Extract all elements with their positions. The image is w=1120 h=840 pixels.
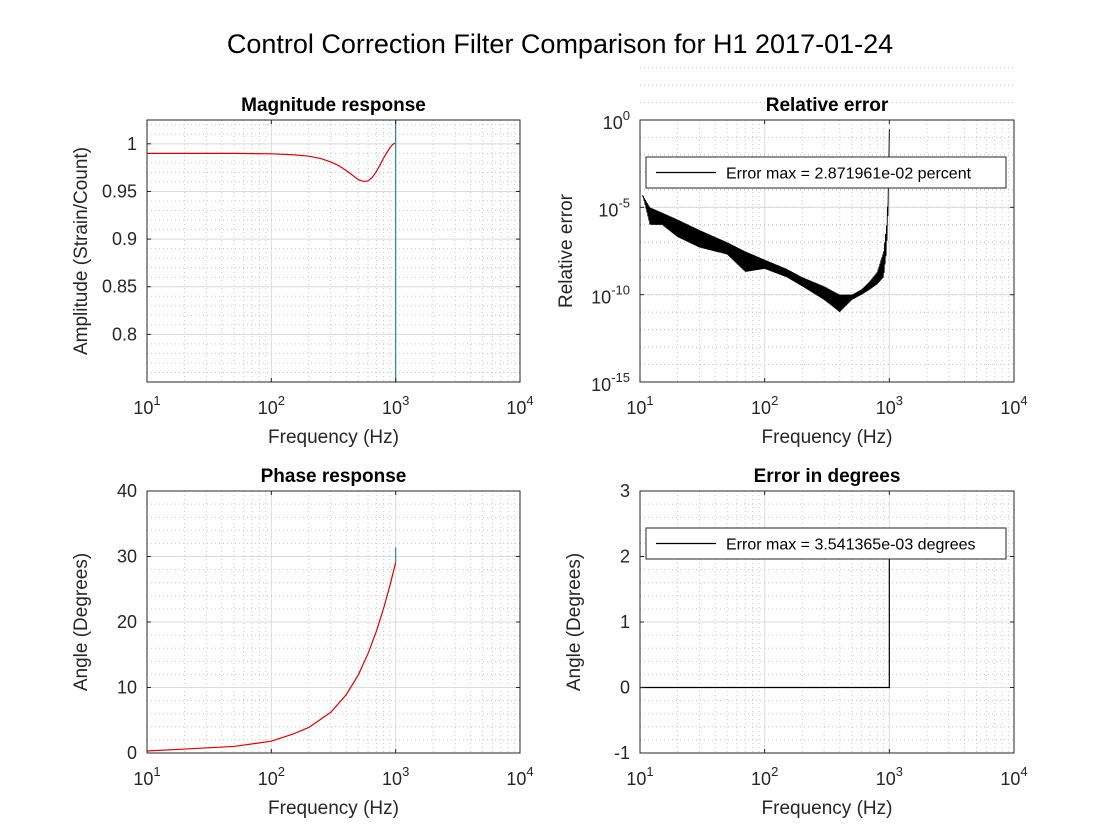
error-degrees-y-tick-label: 3 xyxy=(620,481,630,501)
phase-y-tick-label: 20 xyxy=(117,612,137,632)
relative-error-trace xyxy=(642,129,890,312)
magnitude-series-1 xyxy=(147,142,396,183)
relative-error-legend: Error max = 2.871961e-02 percent xyxy=(645,156,1007,189)
magnitude-ticks: 101 102 103 104 0.8 0.85 0.9 0.95 1 xyxy=(102,120,534,418)
relative-error-x-tick-label: 101 xyxy=(626,393,653,418)
error-degrees-legend-entry: Error max = 3.541365e-03 degrees xyxy=(726,537,975,554)
magnitude-x-tick-label: 102 xyxy=(258,393,285,418)
magnitude-data xyxy=(147,120,397,382)
figure-title: Control Correction Filter Comparison for… xyxy=(227,29,893,59)
error-degrees-axes: 101 102 103 104 -1 0 1 2 3 Error in degrees Freque… xyxy=(564,466,1028,819)
phase-y-tick-label: 0 xyxy=(127,743,137,763)
magnitude-title: Magnitude response xyxy=(241,95,426,116)
phase-y-tick-label: 10 xyxy=(117,678,137,698)
error-degrees-y-tick-label: 0 xyxy=(620,678,630,698)
magnitude-ylabel: Amplitude (Strain/Count) xyxy=(71,147,92,355)
phase-series-1 xyxy=(146,562,397,752)
error-degrees-y-tick-label: -1 xyxy=(614,743,630,763)
relative-error-y-tick-label: 10-5 xyxy=(598,195,630,220)
magnitude-y-tick-label: 0.8 xyxy=(112,324,137,344)
magnitude-x-tick-label: 103 xyxy=(382,393,409,418)
error-degrees-legend: Error max = 3.541365e-03 degrees xyxy=(645,527,1007,560)
phase-title: Phase response xyxy=(261,466,407,487)
phase-ylabel: Angle (Degrees) xyxy=(71,553,92,691)
magnitude-frame xyxy=(146,119,521,383)
error-degrees-xlabel: Frequency (Hz) xyxy=(762,798,893,819)
relative-error-x-tick-label: 104 xyxy=(1000,393,1027,418)
phase-y-tick-label: 30 xyxy=(117,547,137,567)
relative-error-xlabel: Frequency (Hz) xyxy=(762,427,893,448)
magnitude-y-tick-label: 0.95 xyxy=(102,181,137,201)
magnitude-x-tick-label: 104 xyxy=(506,393,533,418)
phase-data xyxy=(146,547,397,752)
relative-error-y-tick-label: 10-10 xyxy=(591,283,630,308)
phase-ticks: 101 102 103 104 0 10 20 30 40 xyxy=(117,481,534,789)
relative-error-axes: 101 102 103 104 10-15 10-10 10-5 100 Relative er… xyxy=(556,67,1028,448)
phase-axes: 101 102 103 104 0 10 20 30 40 Phase response Frequ… xyxy=(71,466,534,819)
relative-error-ticks: 101 102 103 104 10-15 10-10 10-5 100 xyxy=(591,108,1027,418)
error-degrees-x-tick-label: 102 xyxy=(751,764,778,789)
error-degrees-x-tick-label: 103 xyxy=(876,764,903,789)
error-degrees-y-tick-label: 2 xyxy=(620,547,630,567)
error-degrees-ticks: 101 102 103 104 -1 0 1 2 3 xyxy=(614,481,1028,789)
phase-x-tick-label: 103 xyxy=(382,764,409,789)
relative-error-legend-entry: Error max = 2.871961e-02 percent xyxy=(726,166,972,183)
phase-xlabel: Frequency (Hz) xyxy=(268,798,399,819)
error-degrees-y-tick-label: 1 xyxy=(620,612,630,632)
relative-error-title: Relative error xyxy=(766,95,889,116)
error-degrees-ylabel: Angle (Degrees) xyxy=(564,553,585,691)
relative-error-frame xyxy=(639,119,1015,383)
phase-x-tick-label: 102 xyxy=(258,764,285,789)
error-degrees-x-tick-label: 104 xyxy=(1000,764,1027,789)
relative-error-data xyxy=(642,129,890,312)
relative-error-y-tick-label: 100 xyxy=(603,108,630,133)
magnitude-plot-area xyxy=(147,120,520,382)
relative-error-x-tick-label: 102 xyxy=(751,393,778,418)
error-degrees-x-tick-label: 101 xyxy=(626,764,653,789)
phase-y-tick-label: 40 xyxy=(117,481,137,501)
magnitude-axes: 101 102 103 104 0.8 0.85 0.9 0.95 1 Magnitude res… xyxy=(71,95,534,448)
relative-error-ylabel: Relative error xyxy=(556,193,577,308)
phase-x-tick-label: 101 xyxy=(133,764,160,789)
error-degrees-title: Error in degrees xyxy=(754,466,901,487)
magnitude-x-tick-label: 101 xyxy=(133,393,160,418)
phase-x-tick-label: 104 xyxy=(506,764,533,789)
magnitude-xlabel: Frequency (Hz) xyxy=(268,427,399,448)
magnitude-y-tick-label: 0.85 xyxy=(102,277,137,297)
magnitude-y-tick-label: 0.9 xyxy=(112,229,137,249)
relative-error-x-tick-label: 103 xyxy=(876,393,903,418)
magnitude-y-tick-label: 1 xyxy=(127,134,137,154)
relative-error-y-tick-label: 10-15 xyxy=(591,370,630,395)
